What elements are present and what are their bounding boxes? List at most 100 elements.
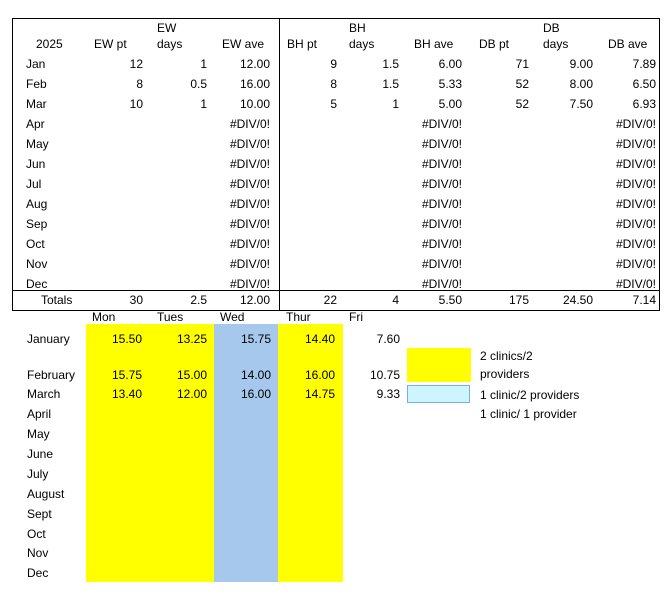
- wed-column-fill: [214, 324, 278, 582]
- cell-ew-ave: #DIV/0!: [229, 177, 270, 191]
- cell-ew-days: 1: [200, 57, 207, 71]
- cell-db-days: 8.00: [569, 77, 593, 91]
- top-table-border-top: [12, 18, 660, 19]
- legend-one-clinic-two-providers: 1 clinic/2 providers: [480, 388, 580, 402]
- weekly-cell-wed: 15.75: [240, 332, 271, 346]
- cell-db-pt: 71: [515, 57, 529, 71]
- weekly-month-label: Dec: [27, 566, 49, 580]
- weekly-cell-mon: 15.75: [111, 368, 142, 382]
- cell-bh-ave: #DIV/0!: [421, 217, 462, 231]
- weekly-cell-mon: 15.50: [111, 332, 142, 346]
- weekly-cell-fri: 10.75: [369, 368, 400, 382]
- row-month-label: Dec: [26, 277, 48, 291]
- weekly-month-label: Nov: [27, 546, 49, 560]
- cell-ew-ave: #DIV/0!: [229, 237, 270, 251]
- row-month-label: Apr: [26, 117, 45, 131]
- header-bh-pt: BH pt: [287, 37, 318, 51]
- mon-column-fill: [86, 324, 150, 582]
- cell-ew-ave: 12.00: [239, 57, 270, 71]
- weekly-month-label: May: [27, 427, 50, 441]
- top-table-totals-border-bottom: [12, 310, 660, 311]
- weekly-month-label: June: [27, 447, 54, 461]
- weekly-month-label: March: [27, 387, 61, 401]
- totals-ew-ave: 12.00: [239, 293, 270, 307]
- legend-swatch-cyan: [407, 385, 470, 403]
- cell-bh-ave: #DIV/0!: [421, 197, 462, 211]
- weekly-month-label: August: [27, 487, 65, 501]
- top-table-border-left: [12, 18, 13, 311]
- cell-bh-ave: 6.00: [438, 57, 462, 71]
- cell-ew-ave: #DIV/0!: [229, 197, 270, 211]
- day-header-thur: Thur: [286, 310, 311, 324]
- cell-ew-ave: #DIV/0!: [229, 117, 270, 131]
- tues-column-fill: [150, 324, 214, 582]
- totals-db-ave: 7.14: [632, 293, 656, 307]
- day-header-tues: Tues: [157, 310, 184, 324]
- weekly-cell-thur: 16.00: [304, 368, 335, 382]
- header-db-days: days: [543, 37, 569, 51]
- header-year: 2025: [36, 37, 63, 51]
- weekly-cell-wed: 16.00: [240, 387, 271, 401]
- header-ew-days: days: [157, 37, 183, 51]
- totals-ew-days: 2.5: [190, 293, 207, 307]
- cell-bh-ave: #DIV/0!: [421, 137, 462, 151]
- cell-bh-days: 1: [392, 97, 399, 111]
- totals-label: Totals: [41, 293, 73, 307]
- header-bh-group: BH: [349, 21, 366, 35]
- thur-column-fill: [278, 324, 343, 582]
- legend-one-clinic-one-provider: 1 clinic/ 1 provider: [480, 407, 577, 421]
- legend-two-clinics-line1: 2 clinics/2: [480, 349, 533, 363]
- cell-bh-days: 1.5: [382, 57, 399, 71]
- row-month-label: Jan: [26, 57, 46, 71]
- row-month-label: Mar: [26, 97, 47, 111]
- weekly-month-label: Oct: [27, 527, 46, 541]
- row-month-label: May: [26, 137, 49, 151]
- cell-db-ave: #DIV/0!: [615, 217, 656, 231]
- cell-bh-ave: #DIV/0!: [421, 177, 462, 191]
- cell-db-pt: 52: [515, 97, 529, 111]
- weekly-month-label: July: [27, 467, 49, 481]
- cell-bh-ave: #DIV/0!: [421, 237, 462, 251]
- weekly-month-label: February: [27, 368, 76, 382]
- totals-ew-pt: 30: [129, 293, 143, 307]
- weekly-cell-mon: 13.40: [111, 387, 142, 401]
- legend-two-clinics-line2: providers: [480, 367, 530, 381]
- cell-bh-pt: 5: [330, 97, 337, 111]
- cell-ew-days: 0.5: [190, 77, 207, 91]
- cell-db-ave: #DIV/0!: [615, 117, 656, 131]
- weekly-month-label: Sept: [27, 507, 52, 521]
- cell-ew-pt: 8: [136, 77, 143, 91]
- cell-ew-ave: 10.00: [239, 97, 270, 111]
- day-header-wed: Wed: [220, 310, 245, 324]
- cell-ew-ave: #DIV/0!: [229, 157, 270, 171]
- totals-db-pt: 175: [508, 293, 529, 307]
- totals-bh-pt: 22: [323, 293, 337, 307]
- weekly-cell-fri: 7.60: [376, 332, 400, 346]
- cell-db-ave: 7.89: [632, 57, 656, 71]
- top-table-totals-border-top: [12, 290, 660, 291]
- cell-bh-pt: 8: [330, 77, 337, 91]
- cell-bh-ave: #DIV/0!: [421, 117, 462, 131]
- weekly-cell-tues: 13.25: [176, 332, 207, 346]
- weekly-cell-tues: 12.00: [176, 387, 207, 401]
- row-month-label: Sep: [26, 217, 48, 231]
- header-db-pt: DB pt: [479, 37, 510, 51]
- day-header-mon: Mon: [92, 310, 116, 324]
- row-month-label: Feb: [26, 77, 47, 91]
- top-table-border-right: [659, 18, 660, 311]
- legend-swatch-yellow: [407, 348, 471, 382]
- cell-db-ave: #DIV/0!: [615, 197, 656, 211]
- row-month-label: Jun: [26, 157, 46, 171]
- header-db-ave: DB ave: [608, 37, 648, 51]
- cell-db-days: 9.00: [569, 57, 593, 71]
- cell-db-ave: #DIV/0!: [615, 157, 656, 171]
- cell-ew-ave: #DIV/0!: [229, 217, 270, 231]
- header-ew-ave: EW ave: [222, 37, 265, 51]
- header-ew-group: EW: [157, 21, 177, 35]
- cell-bh-pt: 9: [330, 57, 337, 71]
- cell-db-ave: 6.93: [632, 97, 656, 111]
- weekly-month-label: January: [27, 332, 70, 346]
- cell-bh-ave: #DIV/0!: [421, 257, 462, 271]
- cell-db-ave: 6.50: [632, 77, 656, 91]
- cell-db-days: 7.50: [569, 97, 593, 111]
